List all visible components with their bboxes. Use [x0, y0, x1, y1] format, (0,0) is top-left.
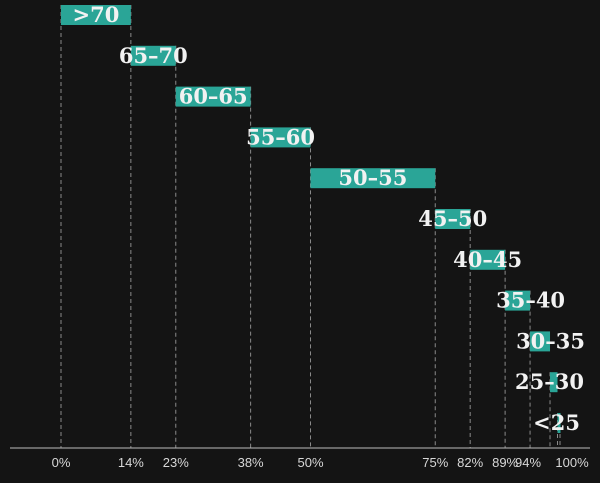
bar	[470, 249, 506, 270]
x-tick-label: 100%	[555, 455, 589, 470]
bar	[130, 45, 176, 66]
band-label: 30–35	[516, 328, 585, 353]
band-label: 45–50	[418, 206, 487, 231]
bar	[310, 168, 436, 189]
band-label: 40–45	[453, 247, 522, 272]
bar	[530, 331, 551, 352]
bar	[435, 209, 471, 229]
bar	[250, 127, 311, 148]
x-tick-labels: 0% 14% 23% 38% 50% 75% 82% 89%94% 100%	[52, 455, 589, 470]
band-label: 65–70	[119, 43, 188, 68]
bar	[557, 413, 561, 433]
band-label: 55–60	[246, 124, 315, 149]
x-tick-label: 82%	[457, 455, 483, 470]
band-label: >70	[73, 2, 120, 27]
x-tick-label: 38%	[238, 455, 264, 470]
bar	[505, 290, 531, 311]
band-label: 60–65	[179, 84, 248, 109]
x-tick-label: 89%	[492, 455, 518, 470]
band-label: 50–55	[338, 165, 407, 190]
bar	[550, 372, 558, 393]
bars	[61, 5, 561, 433]
band-labels: >70 65–70 60–65 55–60 50–55 45–50 40–45 35–40 30…	[73, 2, 586, 435]
x-tick-label: 50%	[297, 455, 323, 470]
band-label: 35–40	[496, 288, 565, 313]
bar	[175, 86, 251, 107]
x-tick-label: 75%	[422, 455, 448, 470]
band-label: <25	[533, 410, 580, 435]
x-tick-label: 23%	[163, 455, 189, 470]
band-label: 25–30	[515, 369, 584, 394]
x-tick-label: 14%	[118, 455, 144, 470]
x-tick-label: 0%	[52, 455, 71, 470]
x-tick-label: 94%	[515, 455, 541, 470]
bar	[61, 5, 131, 25]
